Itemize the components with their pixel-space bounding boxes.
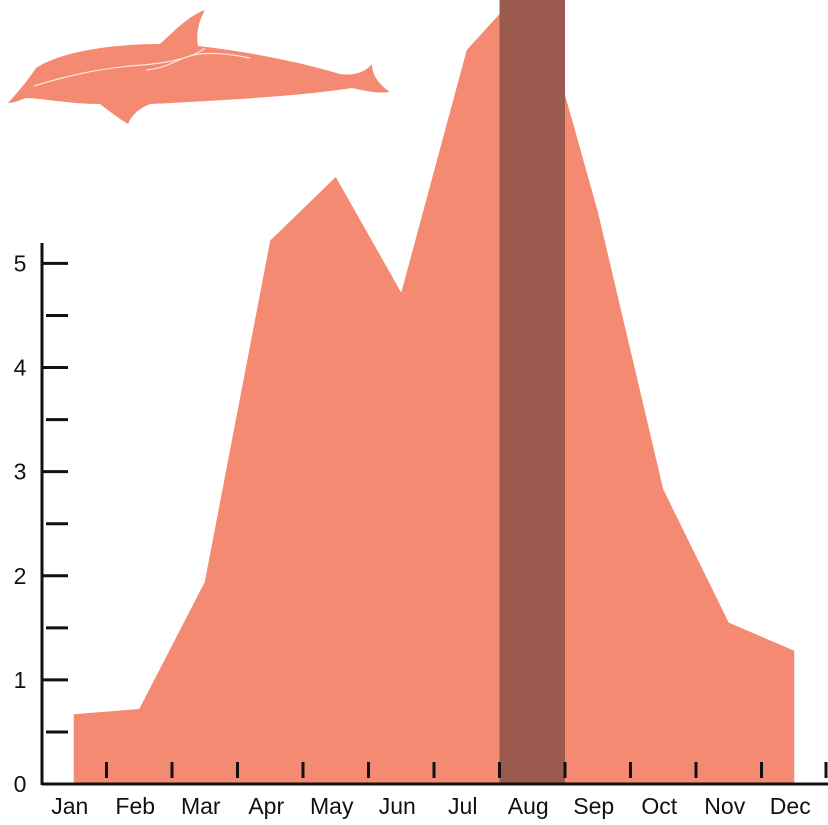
- highlight-band: [499, 0, 565, 784]
- x-tick-label: Jun: [379, 793, 416, 819]
- dolphin-lines: [33, 47, 251, 87]
- y-tick-label: 2: [14, 563, 27, 589]
- y-tick-label: 4: [14, 355, 27, 381]
- x-tick-label: Feb: [115, 793, 155, 819]
- y-tick-label: 3: [14, 459, 27, 485]
- dolphin-illustration: [8, 10, 390, 124]
- x-tick-label: Nov: [704, 793, 745, 819]
- x-tick-label: Oct: [641, 793, 677, 819]
- y-tick-label: 1: [14, 667, 27, 693]
- x-tick-label: Jan: [51, 793, 88, 819]
- x-tick-label: Sep: [573, 793, 614, 819]
- x-tick-label: Apr: [248, 793, 284, 819]
- dolphin-body: [8, 10, 390, 124]
- area: [73, 0, 795, 784]
- x-tick-label: Jul: [448, 793, 477, 819]
- x-tick-label: Dec: [770, 793, 811, 819]
- y-tick-label: 5: [14, 250, 27, 276]
- x-tick-label: Aug: [508, 793, 549, 819]
- x-tick-label: May: [310, 793, 354, 819]
- x-tick-label: Mar: [181, 793, 221, 819]
- y-tick-label: 0: [14, 771, 27, 797]
